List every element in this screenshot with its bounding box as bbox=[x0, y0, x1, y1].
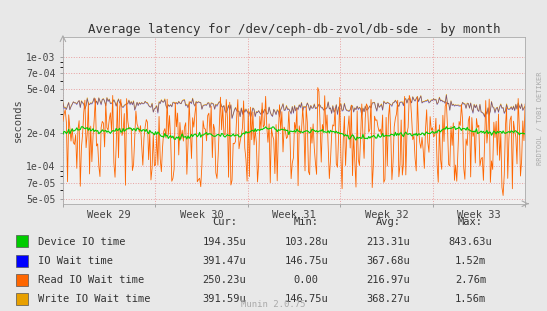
Text: Munin 2.0.75: Munin 2.0.75 bbox=[241, 300, 306, 309]
Text: 367.68u: 367.68u bbox=[366, 256, 410, 266]
Text: 103.28u: 103.28u bbox=[284, 237, 328, 247]
Text: 368.27u: 368.27u bbox=[366, 295, 410, 304]
Text: Week 29: Week 29 bbox=[88, 210, 131, 220]
Text: Week 33: Week 33 bbox=[457, 210, 501, 220]
Text: 0.00: 0.00 bbox=[294, 275, 319, 285]
Text: Read IO Wait time: Read IO Wait time bbox=[38, 275, 144, 285]
Text: Write IO Wait time: Write IO Wait time bbox=[38, 295, 151, 304]
Text: 843.63u: 843.63u bbox=[449, 237, 492, 247]
Text: 1.52m: 1.52m bbox=[455, 256, 486, 266]
Text: Avg:: Avg: bbox=[376, 217, 401, 227]
Text: 250.23u: 250.23u bbox=[202, 275, 246, 285]
Text: RRDTOOL / TOBI OETIKER: RRDTOOL / TOBI OETIKER bbox=[537, 72, 543, 165]
Text: Week 31: Week 31 bbox=[272, 210, 316, 220]
Text: Week 30: Week 30 bbox=[180, 210, 223, 220]
Text: Cur:: Cur: bbox=[212, 217, 237, 227]
Text: 391.47u: 391.47u bbox=[202, 256, 246, 266]
Text: IO Wait time: IO Wait time bbox=[38, 256, 113, 266]
Text: 213.31u: 213.31u bbox=[366, 237, 410, 247]
Text: 194.35u: 194.35u bbox=[202, 237, 246, 247]
Text: 1.56m: 1.56m bbox=[455, 295, 486, 304]
Y-axis label: seconds: seconds bbox=[13, 99, 23, 142]
Text: 216.97u: 216.97u bbox=[366, 275, 410, 285]
Text: 146.75u: 146.75u bbox=[284, 295, 328, 304]
Text: Device IO time: Device IO time bbox=[38, 237, 126, 247]
Text: 146.75u: 146.75u bbox=[284, 256, 328, 266]
Text: Week 32: Week 32 bbox=[365, 210, 408, 220]
Text: 391.59u: 391.59u bbox=[202, 295, 246, 304]
Text: Max:: Max: bbox=[458, 217, 483, 227]
Text: Min:: Min: bbox=[294, 217, 319, 227]
Title: Average latency for /dev/ceph-db-zvol/db-sde - by month: Average latency for /dev/ceph-db-zvol/db… bbox=[88, 23, 501, 36]
Text: 2.76m: 2.76m bbox=[455, 275, 486, 285]
